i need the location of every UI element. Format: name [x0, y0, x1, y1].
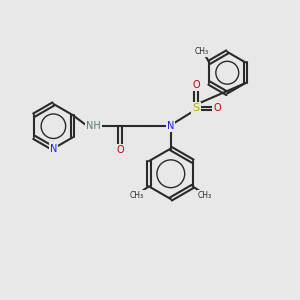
Text: CH₃: CH₃ — [195, 47, 209, 56]
Text: N: N — [167, 121, 175, 131]
Text: CH₃: CH₃ — [130, 191, 144, 200]
Text: O: O — [213, 103, 221, 113]
Text: CH₃: CH₃ — [197, 191, 212, 200]
Text: O: O — [116, 145, 124, 155]
Text: S: S — [193, 103, 200, 113]
Text: N: N — [50, 143, 57, 154]
Text: NH: NH — [86, 121, 101, 131]
Text: O: O — [192, 80, 200, 90]
